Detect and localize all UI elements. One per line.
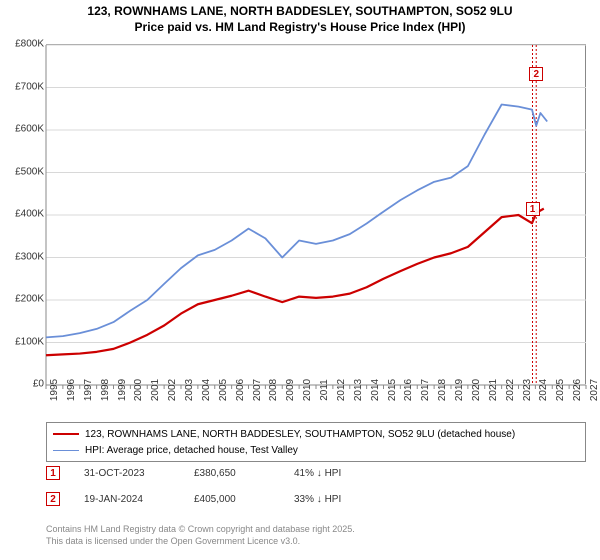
chart-container: 123, ROWNHAMS LANE, NORTH BADDESLEY, SOU… (0, 0, 600, 560)
y-tick-label: £100K (4, 336, 44, 347)
legend-swatch (53, 433, 79, 435)
x-tick-label: 2018 (437, 379, 448, 401)
sale-price: £380,650 (194, 468, 294, 479)
sale-marker-icon: 2 (529, 67, 543, 81)
x-tick-label: 1995 (49, 379, 60, 401)
x-tick-label: 2017 (420, 379, 431, 401)
y-tick-label: £400K (4, 209, 44, 220)
sale-marker-icon: 1 (526, 202, 540, 216)
x-tick-label: 2003 (184, 379, 195, 401)
chart-title: 123, ROWNHAMS LANE, NORTH BADDESLEY, SOU… (0, 0, 600, 35)
sale-date: 31-OCT-2023 (84, 468, 194, 479)
x-tick-label: 2026 (572, 379, 583, 401)
x-tick-label: 1997 (83, 379, 94, 401)
x-tick-label: 2023 (522, 379, 533, 401)
legend-label: 123, ROWNHAMS LANE, NORTH BADDESLEY, SOU… (85, 429, 515, 440)
footer-line: Contains HM Land Registry data © Crown c… (46, 524, 355, 536)
x-tick-label: 2020 (471, 379, 482, 401)
x-tick-label: 2014 (370, 379, 381, 401)
x-tick-label: 2000 (133, 379, 144, 401)
x-tick-label: 1999 (117, 379, 128, 401)
x-tick-label: 2019 (454, 379, 465, 401)
x-tick-label: 2001 (150, 379, 161, 401)
sale-price: £405,000 (194, 494, 294, 505)
x-tick-label: 2004 (201, 379, 212, 401)
y-tick-label: £600K (4, 124, 44, 135)
x-tick-label: 2006 (235, 379, 246, 401)
x-tick-label: 2016 (403, 379, 414, 401)
x-tick-label: 2007 (252, 379, 263, 401)
sale-row: 1 31-OCT-2023 £380,650 41% ↓ HPI (46, 466, 586, 480)
chart-svg (46, 45, 586, 385)
arrow-down-icon: ↓ (317, 468, 322, 479)
legend: 123, ROWNHAMS LANE, NORTH BADDESLEY, SOU… (46, 422, 586, 462)
y-tick-label: £700K (4, 81, 44, 92)
x-tick-label: 2021 (488, 379, 499, 401)
x-tick-label: 2025 (555, 379, 566, 401)
legend-item: HPI: Average price, detached house, Test… (53, 442, 579, 458)
sale-pct: 33% ↓ HPI (294, 494, 364, 505)
x-tick-label: 2013 (353, 379, 364, 401)
plot-area (46, 44, 586, 384)
arrow-down-icon: ↓ (317, 494, 322, 505)
x-tick-label: 2022 (505, 379, 516, 401)
y-tick-label: £200K (4, 294, 44, 305)
x-tick-label: 2009 (285, 379, 296, 401)
y-tick-label: £800K (4, 39, 44, 50)
legend-item: 123, ROWNHAMS LANE, NORTH BADDESLEY, SOU… (53, 426, 579, 442)
footer-line: This data is licensed under the Open Gov… (46, 536, 355, 548)
x-tick-label: 2012 (336, 379, 347, 401)
x-tick-label: 2024 (538, 379, 549, 401)
x-tick-label: 2002 (167, 379, 178, 401)
x-tick-label: 2010 (302, 379, 313, 401)
x-tick-label: 2005 (218, 379, 229, 401)
title-line-1: 123, ROWNHAMS LANE, NORTH BADDESLEY, SOU… (0, 4, 600, 20)
x-tick-label: 2011 (319, 379, 330, 401)
x-tick-label: 1996 (66, 379, 77, 401)
footer-attribution: Contains HM Land Registry data © Crown c… (46, 524, 355, 547)
legend-label: HPI: Average price, detached house, Test… (85, 445, 298, 456)
sale-pct: 41% ↓ HPI (294, 468, 364, 479)
sale-marker-icon: 2 (46, 492, 60, 506)
x-tick-label: 1998 (100, 379, 111, 401)
sale-date: 19-JAN-2024 (84, 494, 194, 505)
title-line-2: Price paid vs. HM Land Registry's House … (0, 20, 600, 36)
y-tick-label: £300K (4, 251, 44, 262)
y-tick-label: £500K (4, 166, 44, 177)
x-tick-label: 2015 (387, 379, 398, 401)
x-tick-label: 2008 (268, 379, 279, 401)
legend-swatch (53, 450, 79, 451)
x-tick-label: 2027 (589, 379, 600, 401)
sale-row: 2 19-JAN-2024 £405,000 33% ↓ HPI (46, 492, 586, 506)
sale-marker-icon: 1 (46, 466, 60, 480)
y-tick-label: £0 (4, 379, 44, 390)
